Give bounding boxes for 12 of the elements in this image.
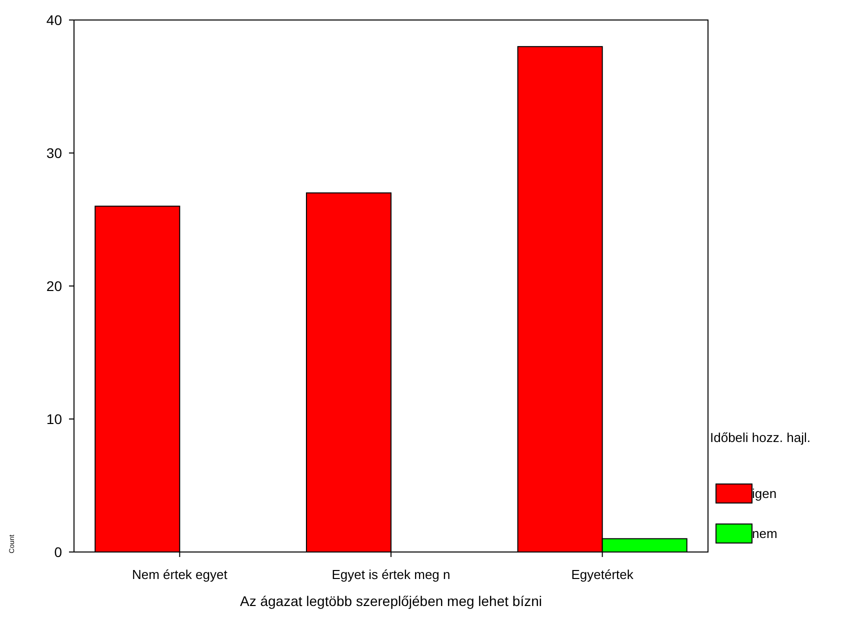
- x-axis-title: Az ágazat legtöbb szereplőjében meg lehet bízni: [240, 593, 542, 609]
- legend-label: nem: [752, 526, 778, 541]
- y-tick-label: 20: [46, 278, 62, 294]
- legend-title: Időbeli hozz. hajl.: [710, 430, 810, 445]
- y-tick-label: 10: [46, 410, 62, 427]
- legend-label: igen: [752, 486, 777, 501]
- y-tick-label: 0: [54, 544, 62, 560]
- x-tick-label: Egyetértek: [571, 567, 634, 582]
- x-tick-label: Egyet is értek meg n: [332, 567, 450, 582]
- x-tick-label: Nem értek egyet: [132, 567, 228, 582]
- y-tick-label: 30: [46, 144, 62, 161]
- y-tick-label: 40: [46, 12, 62, 28]
